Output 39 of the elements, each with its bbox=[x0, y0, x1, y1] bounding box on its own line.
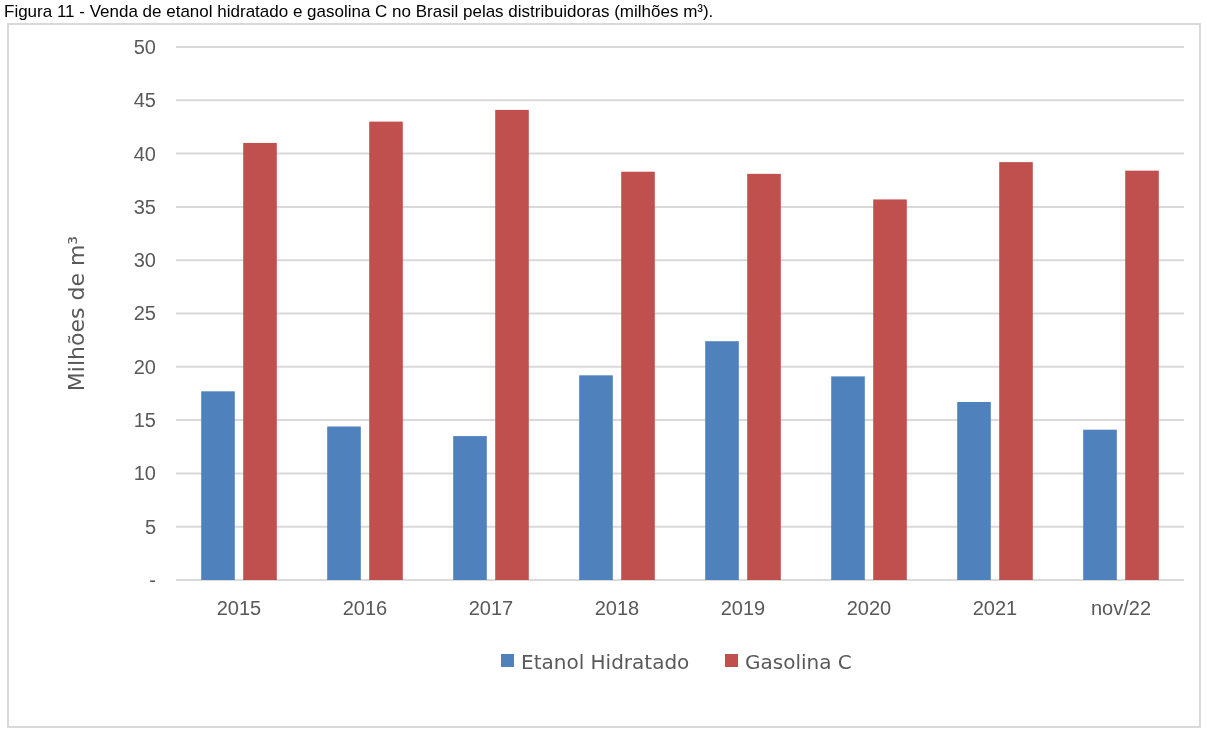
y-axis-title: Milhões de m³ bbox=[64, 235, 89, 392]
x-tick-label: 2017 bbox=[468, 597, 514, 619]
x-tick-label: 2021 bbox=[972, 597, 1018, 619]
bar bbox=[579, 375, 613, 580]
bar bbox=[327, 426, 361, 580]
x-tick-label: nov/22 bbox=[1090, 597, 1152, 619]
bar bbox=[747, 173, 781, 580]
y-tick-label: 25 bbox=[133, 302, 156, 325]
y-tick-label: 30 bbox=[133, 249, 156, 272]
x-tick-label: 2015 bbox=[216, 597, 262, 619]
y-tick-label: - bbox=[149, 568, 156, 591]
bar bbox=[453, 436, 487, 580]
bar bbox=[621, 171, 655, 580]
x-tick-label: 2016 bbox=[342, 597, 388, 619]
legend-label: Gasolina C bbox=[745, 650, 852, 674]
legend-label: Etanol Hidratado bbox=[521, 650, 690, 674]
y-tick-label: 20 bbox=[133, 355, 156, 378]
bar bbox=[369, 121, 403, 580]
y-tick-label: 15 bbox=[133, 409, 156, 431]
bar bbox=[705, 341, 739, 580]
y-tick-label: 5 bbox=[144, 515, 156, 538]
bar bbox=[957, 401, 991, 580]
x-tick-label: 2019 bbox=[720, 597, 766, 619]
x-tick-label: 2018 bbox=[594, 597, 640, 619]
y-tick-label: 50 bbox=[133, 35, 156, 58]
y-tick-label: 40 bbox=[133, 142, 156, 165]
bar bbox=[243, 142, 277, 580]
x-tick-label: 2020 bbox=[846, 597, 892, 619]
bar bbox=[1125, 170, 1159, 580]
bar bbox=[1083, 429, 1117, 580]
bar bbox=[831, 376, 865, 580]
chart-title: Figura 11 - Venda de etanol hidratado e gasolina C no Brasil pelas distribuidoras (milhões m³). bbox=[4, 2, 714, 21]
y-tick-label: 35 bbox=[133, 195, 156, 218]
bar bbox=[201, 391, 235, 580]
bar bbox=[495, 109, 529, 580]
bar bbox=[873, 199, 907, 580]
y-tick-label: 10 bbox=[133, 462, 156, 485]
bar bbox=[999, 162, 1033, 580]
y-tick-label: 45 bbox=[133, 89, 156, 112]
